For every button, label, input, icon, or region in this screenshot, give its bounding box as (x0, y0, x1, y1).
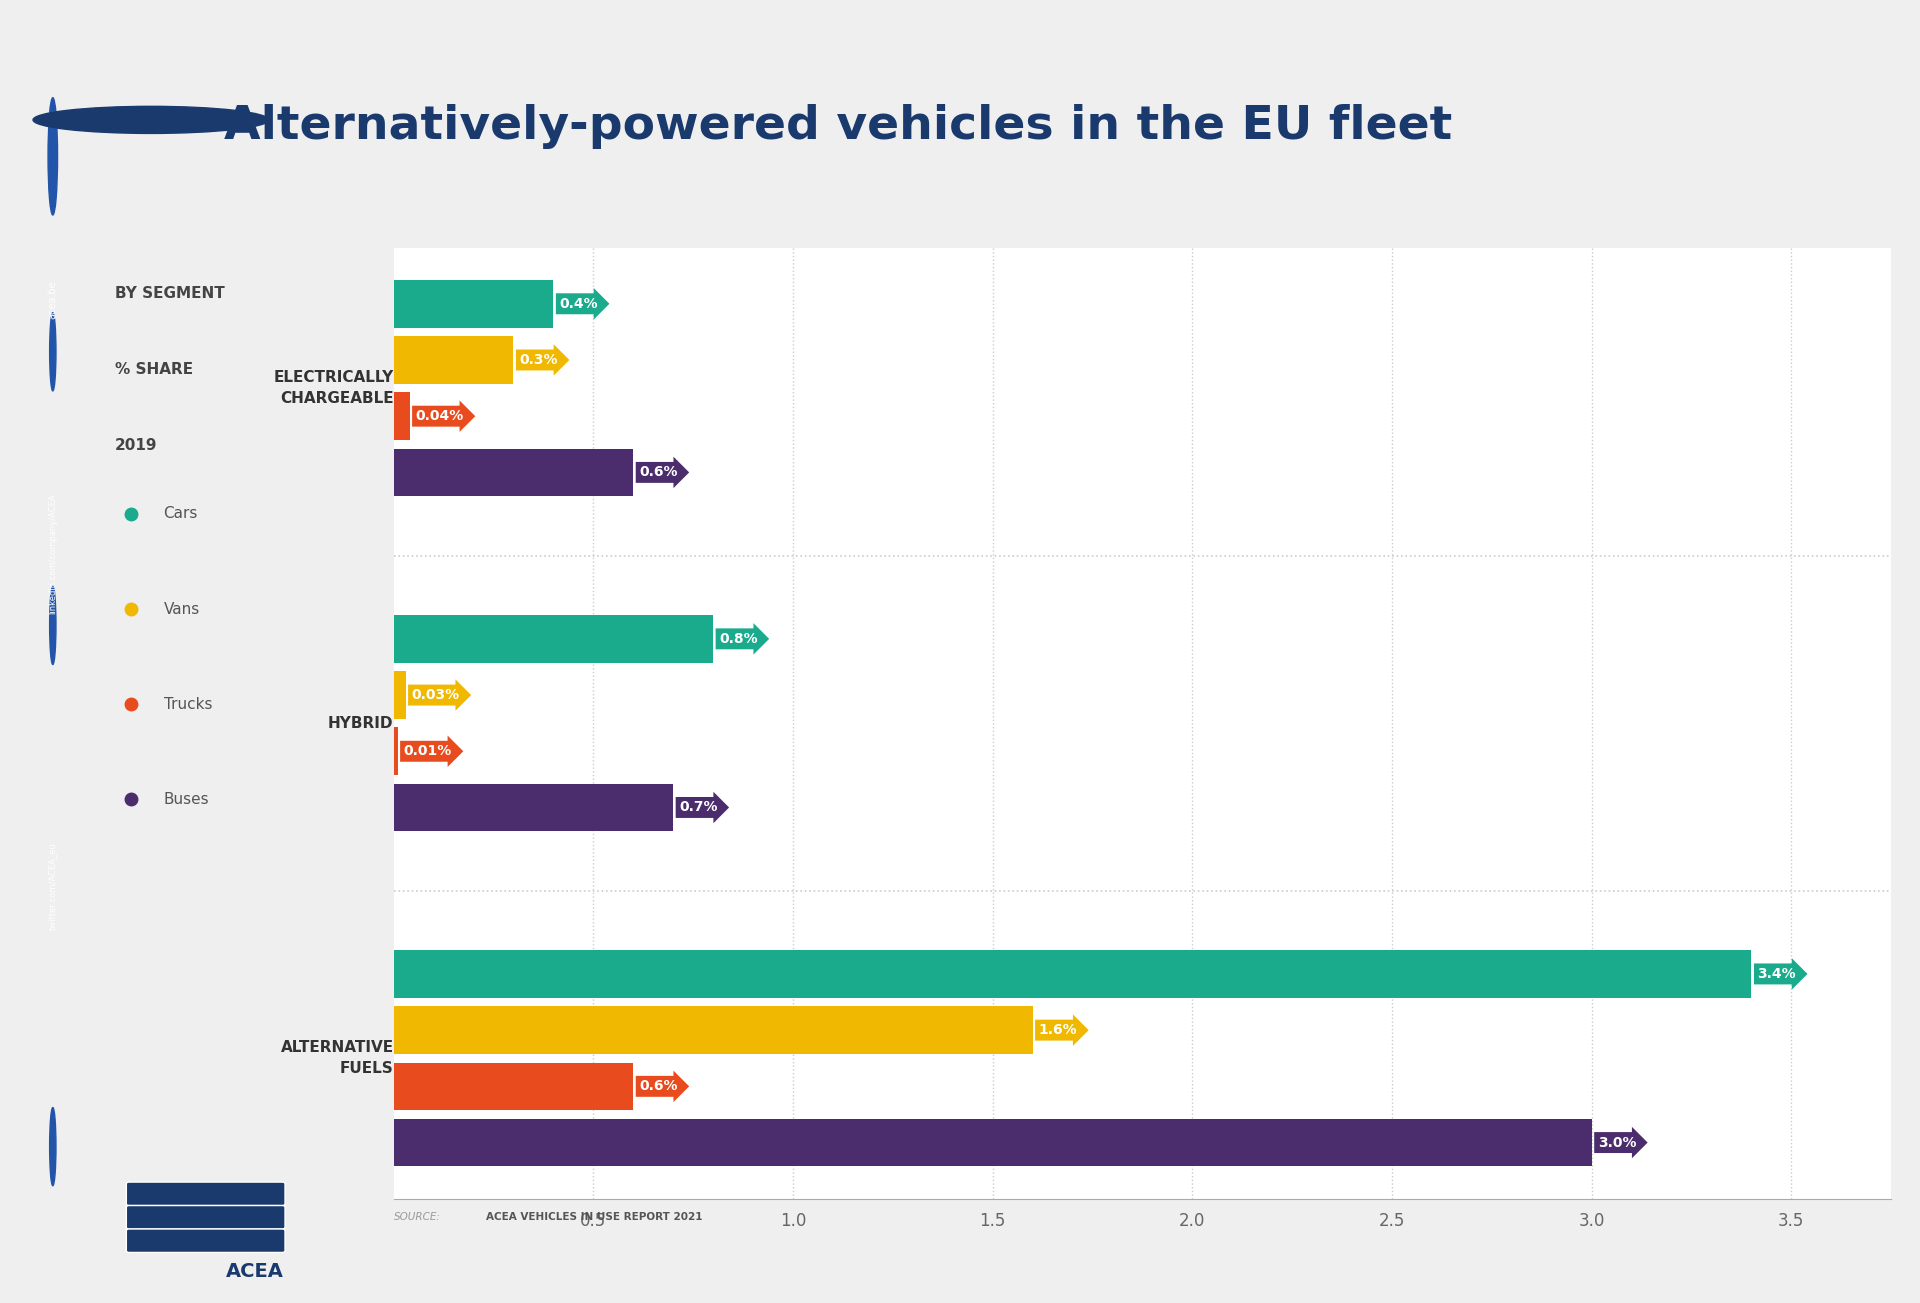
Bar (394, 727, 397, 775)
Bar (394, 1119, 1592, 1166)
FancyBboxPatch shape (127, 1229, 284, 1252)
Bar (394, 1062, 634, 1110)
Text: Buses: Buses (163, 792, 209, 807)
FancyBboxPatch shape (127, 1205, 284, 1229)
Text: ACEA: ACEA (225, 1261, 284, 1281)
Text: ELECTRICALLY
CHARGEABLE: ELECTRICALLY CHARGEABLE (273, 370, 394, 407)
Bar (394, 336, 513, 384)
FancyBboxPatch shape (127, 1182, 284, 1205)
Text: 1.6%: 1.6% (1039, 1023, 1077, 1037)
Bar (394, 1006, 1033, 1054)
Text: 0.03%: 0.03% (411, 688, 459, 702)
Text: 0.8%: 0.8% (720, 632, 758, 646)
Text: 2019: 2019 (115, 438, 157, 453)
Text: Cars: Cars (163, 507, 198, 521)
Bar (394, 671, 405, 719)
Circle shape (50, 586, 56, 665)
Text: 0.04%: 0.04% (415, 409, 465, 423)
Circle shape (48, 98, 58, 215)
Text: acea.be: acea.be (48, 280, 58, 319)
Text: ACEA VEHICLES IN USE REPORT 2021: ACEA VEHICLES IN USE REPORT 2021 (486, 1212, 703, 1222)
Bar (394, 280, 553, 327)
Text: 0.3%: 0.3% (520, 353, 559, 367)
Bar (394, 783, 674, 831)
Text: ALTERNATIVE
FUELS: ALTERNATIVE FUELS (280, 1040, 394, 1076)
Text: BY SEGMENT: BY SEGMENT (115, 285, 225, 301)
Text: 0.01%: 0.01% (403, 744, 451, 758)
Bar (394, 615, 712, 663)
Text: 3.0%: 3.0% (1597, 1135, 1636, 1149)
Text: % SHARE: % SHARE (115, 362, 194, 377)
Circle shape (33, 107, 269, 133)
Text: 0.7%: 0.7% (680, 800, 718, 814)
Bar (394, 448, 634, 496)
Text: Alternatively-powered vehicles in the EU fleet: Alternatively-powered vehicles in the EU… (223, 104, 1452, 149)
Text: Vans: Vans (163, 602, 200, 616)
Text: Trucks: Trucks (163, 697, 211, 711)
Text: SOURCE:: SOURCE: (394, 1212, 440, 1222)
Circle shape (50, 1108, 56, 1186)
Text: twitter.com/ACEA_eu: twitter.com/ACEA_eu (48, 842, 58, 930)
Circle shape (50, 313, 56, 391)
Text: 0.6%: 0.6% (639, 465, 678, 480)
Text: 0.6%: 0.6% (639, 1079, 678, 1093)
Text: HYBRID: HYBRID (328, 715, 394, 731)
Text: 3.4%: 3.4% (1757, 967, 1795, 981)
Bar (394, 392, 409, 440)
Text: linkedin.com/company/ACEA: linkedin.com/company/ACEA (48, 494, 58, 614)
Bar (394, 950, 1751, 998)
Text: 0.4%: 0.4% (559, 297, 597, 311)
